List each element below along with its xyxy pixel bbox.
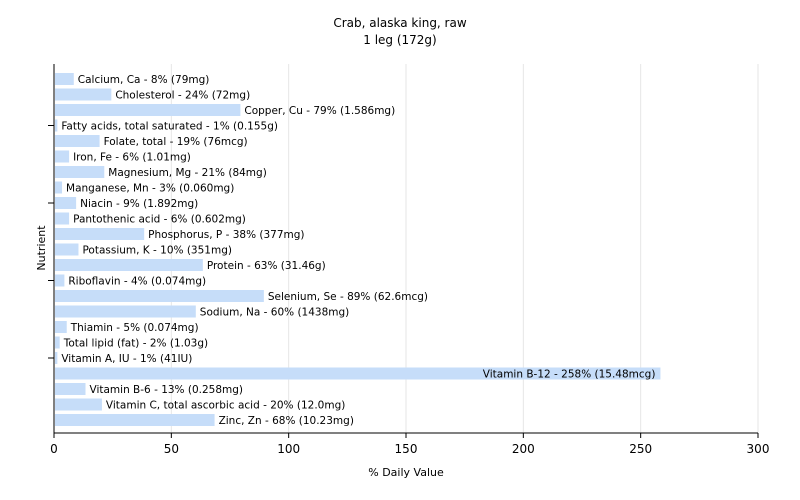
x-tick-label: 100: [277, 442, 300, 456]
chart-subtitle: 1 leg (172g): [363, 33, 436, 47]
x-tick-label: 300: [747, 442, 770, 456]
bar: [55, 243, 79, 256]
bar: [55, 228, 145, 240]
bar-label: Calcium, Ca - 8% (79mg): [78, 74, 210, 86]
x-tick-label: 150: [395, 442, 418, 456]
bar: [55, 119, 58, 132]
bar: [55, 336, 60, 349]
x-tick-label: 50: [164, 442, 179, 456]
bar-label: Phosphorus, P - 38% (377mg): [148, 229, 304, 241]
bar: [55, 383, 86, 395]
bar: [55, 259, 203, 271]
bar-label: Fatty acids, total saturated - 1% (0.155…: [61, 121, 278, 133]
x-axis-label: % Daily Value: [368, 466, 444, 479]
bar: [55, 367, 661, 380]
axes: 0 50 100 150 200 250 300: [48, 64, 769, 456]
bar: [55, 150, 70, 163]
bar: [55, 290, 264, 302]
bar: [55, 414, 215, 426]
bar-label: Cholesterol - 24% (72mg): [115, 90, 250, 102]
bar: [55, 166, 105, 178]
x-tick-label: 200: [512, 442, 535, 456]
bar-label: Vitamin B-6 - 13% (0.258mg): [90, 384, 244, 396]
bar: [55, 352, 58, 364]
bars: Calcium, Ca - 8% (79mg) Cholesterol - 24%…: [55, 73, 661, 427]
bar-label: Thiamin - 5% (0.074mg): [70, 322, 199, 334]
bar-label: Protein - 63% (31.46g): [207, 260, 326, 272]
bar-label: Vitamin C, total ascorbic acid - 20% (12…: [106, 400, 345, 412]
bar: [55, 181, 63, 194]
bar: [55, 321, 67, 333]
bar: [55, 305, 196, 318]
bar: [55, 104, 241, 116]
bar-label: Zinc, Zn - 68% (10.23mg): [219, 415, 354, 427]
bar-label: Manganese, Mn - 3% (0.060mg): [66, 183, 234, 195]
bar-label: Folate, total - 19% (76mcg): [104, 136, 248, 148]
x-tick-label: 0: [50, 442, 58, 456]
bar: [55, 73, 74, 85]
x-tick-label: 250: [629, 442, 652, 456]
bar-label: Selenium, Se - 89% (62.6mcg): [268, 291, 428, 303]
bar: [55, 274, 65, 287]
bar-label: Niacin - 9% (1.892mg): [80, 198, 198, 210]
bar: [55, 212, 70, 225]
bar: [55, 197, 77, 209]
bar-label: Potassium, K - 10% (351mg): [82, 245, 232, 257]
bar: [55, 88, 112, 101]
bar-label: Iron, Fe - 6% (1.01mg): [73, 152, 191, 164]
bar: [55, 398, 102, 411]
y-axis-label: Nutrient: [35, 225, 48, 271]
chart-title: Crab, alaska king, raw: [333, 16, 467, 30]
bar-label: Vitamin B-12 - 258% (15.48mcg): [483, 369, 656, 381]
bar-label: Copper, Cu - 79% (1.586mg): [244, 105, 395, 117]
bar: [55, 135, 100, 147]
bar-label: Pantothenic acid - 6% (0.602mg): [73, 214, 246, 226]
bar-label: Sodium, Na - 60% (1438mg): [200, 307, 349, 319]
bar-label: Total lipid (fat) - 2% (1.03g): [63, 338, 208, 350]
bar-label: Riboflavin - 4% (0.074mg): [68, 276, 206, 288]
bar-label: Magnesium, Mg - 21% (84mg): [108, 167, 267, 179]
bar-label: Vitamin A, IU - 1% (41IU): [61, 353, 192, 365]
